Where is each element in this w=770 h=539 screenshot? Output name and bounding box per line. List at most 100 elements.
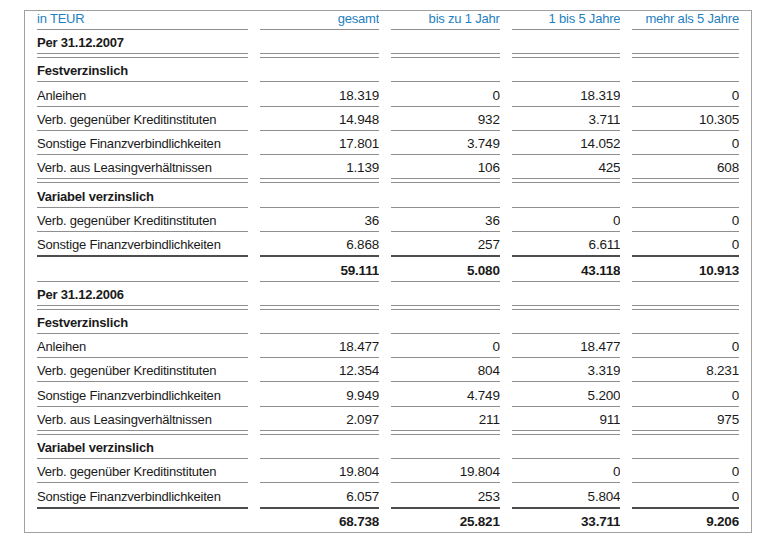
row-value: 36 xyxy=(391,208,500,232)
row-value: 5.200 xyxy=(512,382,621,406)
row-value: 0 xyxy=(632,382,739,406)
row-value xyxy=(512,30,621,54)
table-row: Per 31.12.2007 xyxy=(37,30,739,54)
row-value: 6.611 xyxy=(512,232,621,258)
row-label: Verb. gegenüber Kreditinstituten xyxy=(37,208,248,232)
row-value: 18.477 xyxy=(260,334,379,358)
row-value: 68.738 xyxy=(260,509,379,532)
column-header-mehr-als-5-jahre: mehr als 5 Jahre xyxy=(632,11,739,30)
table-row: Verb. aus Leasingverhältnissen2.09721191… xyxy=(37,407,739,431)
column-header-bis-zu-1-jahr: bis zu 1 Jahr xyxy=(391,11,500,30)
row-value xyxy=(260,183,379,207)
row-value: 257 xyxy=(391,232,500,258)
row-value: 0 xyxy=(512,459,621,483)
row-value: 3.749 xyxy=(391,131,500,155)
table-row: Festverzinslich xyxy=(37,310,739,334)
row-value xyxy=(512,58,621,82)
table-row: Sonstige Finanzverbindlichkeiten 17.801 3.… xyxy=(37,131,739,155)
row-value: 0 xyxy=(391,334,500,358)
row-value xyxy=(512,183,621,207)
row-value: 2.097 xyxy=(260,407,379,431)
row-value: 0 xyxy=(512,208,621,232)
row-value xyxy=(632,30,739,54)
row-value xyxy=(512,310,621,334)
row-value: 3.319 xyxy=(512,358,621,382)
row-value: 36 xyxy=(260,208,379,232)
row-value: 608 xyxy=(632,155,739,179)
row-value: 975 xyxy=(632,407,739,431)
row-value: 19.804 xyxy=(260,459,379,483)
row-value xyxy=(632,282,739,306)
row-value: 18.477 xyxy=(512,334,621,358)
row-label: Verb. gegenüber Kreditinstituten xyxy=(37,358,248,382)
maturity-table: in TEUR gesamt bis zu 1 Jahr 1 bis 5 Jah… xyxy=(25,11,751,532)
row-value: 932 xyxy=(391,107,500,131)
row-label: Sonstige Finanzverbindlichkeiten xyxy=(37,232,248,258)
row-value: 106 xyxy=(391,155,500,179)
row-label: Verb. gegenüber Kreditinstituten xyxy=(37,107,248,131)
row-label: Verb. gegenüber Kreditinstituten xyxy=(37,459,248,483)
row-value: 14.948 xyxy=(260,107,379,131)
row-value: 8.231 xyxy=(632,358,739,382)
row-value: 3.711 xyxy=(512,107,621,131)
row-value xyxy=(391,183,500,207)
row-value xyxy=(260,310,379,334)
row-label: Anleihen xyxy=(37,82,248,106)
row-value: 4.749 xyxy=(391,382,500,406)
table-row: Festverzinslich xyxy=(37,58,739,82)
row-label: Variabel verzinslich xyxy=(37,435,248,459)
row-value: 17.801 xyxy=(260,131,379,155)
table-row: 68.738 25.821 33.711 9.206 xyxy=(37,509,739,532)
row-value: 59.111 xyxy=(260,257,379,281)
row-value: 1.139 xyxy=(260,155,379,179)
row-value: 211 xyxy=(391,407,500,431)
row-value: 5.080 xyxy=(391,257,500,281)
row-value: 9.206 xyxy=(632,509,739,532)
row-value: 0 xyxy=(632,334,739,358)
row-value: 10.305 xyxy=(632,107,739,131)
row-value: 19.804 xyxy=(391,459,500,483)
table-row: Verb. gegenüber Kreditinstituten 12.354 80… xyxy=(37,358,739,382)
table-row: Variabel verzinslich xyxy=(37,183,739,207)
table-row: Verb. gegenüber Kreditinstituten 36 36 00 xyxy=(37,208,739,232)
table-row: Verb. gegenüber Kreditinstituten 19.804 19… xyxy=(37,459,739,483)
row-value: 25.821 xyxy=(391,509,500,532)
row-value: 804 xyxy=(391,358,500,382)
row-value: 12.354 xyxy=(260,358,379,382)
row-value: 9.949 xyxy=(260,382,379,406)
row-label: Festverzinslich xyxy=(37,58,248,82)
row-value: 33.711 xyxy=(512,509,621,532)
row-value: 10.913 xyxy=(632,257,739,281)
row-value xyxy=(391,282,500,306)
row-value: 6.868 xyxy=(260,232,379,258)
table-row: Verb. aus Leasingverhältnissen1.13910642… xyxy=(37,155,739,179)
row-value xyxy=(391,58,500,82)
row-label: Anleihen xyxy=(37,334,248,358)
table-body: Per 31.12.2007FestverzinslichAnleihen18.… xyxy=(37,30,739,532)
row-value xyxy=(260,435,379,459)
financial-maturities-table: in TEUR gesamt bis zu 1 Jahr 1 bis 5 Jah… xyxy=(24,10,752,533)
row-value: 14.052 xyxy=(512,131,621,155)
row-value: 425 xyxy=(512,155,621,179)
table-header-row: in TEUR gesamt bis zu 1 Jahr 1 bis 5 Jah… xyxy=(37,11,739,30)
row-value: 43.118 xyxy=(512,257,621,281)
row-value xyxy=(391,30,500,54)
table-row: Variabel verzinslich xyxy=(37,435,739,459)
row-value: 0 xyxy=(632,82,739,106)
row-value: 6.057 xyxy=(260,483,379,509)
row-value: 0 xyxy=(632,208,739,232)
table-row: Per 31.12.2006 xyxy=(37,282,739,306)
row-label: Variabel verzinslich xyxy=(37,183,248,207)
row-value: 0 xyxy=(632,232,739,258)
row-value: 18.319 xyxy=(512,82,621,106)
table-row: Verb. gegenüber Kreditinstituten 14.948 93… xyxy=(37,107,739,131)
row-value xyxy=(391,435,500,459)
column-header-1-bis-5-jahre: 1 bis 5 Jahre xyxy=(512,11,621,30)
row-label: Per 31.12.2006 xyxy=(37,282,248,306)
row-value xyxy=(632,58,739,82)
table-row: Anleihen 18.477 0 18.477 0 xyxy=(37,334,739,358)
row-label: Verb. aus Leasingverhältnissen xyxy=(37,407,248,431)
row-label xyxy=(37,257,248,281)
row-label xyxy=(37,509,248,532)
row-label: Sonstige Finanzverbindlichkeiten xyxy=(37,131,248,155)
